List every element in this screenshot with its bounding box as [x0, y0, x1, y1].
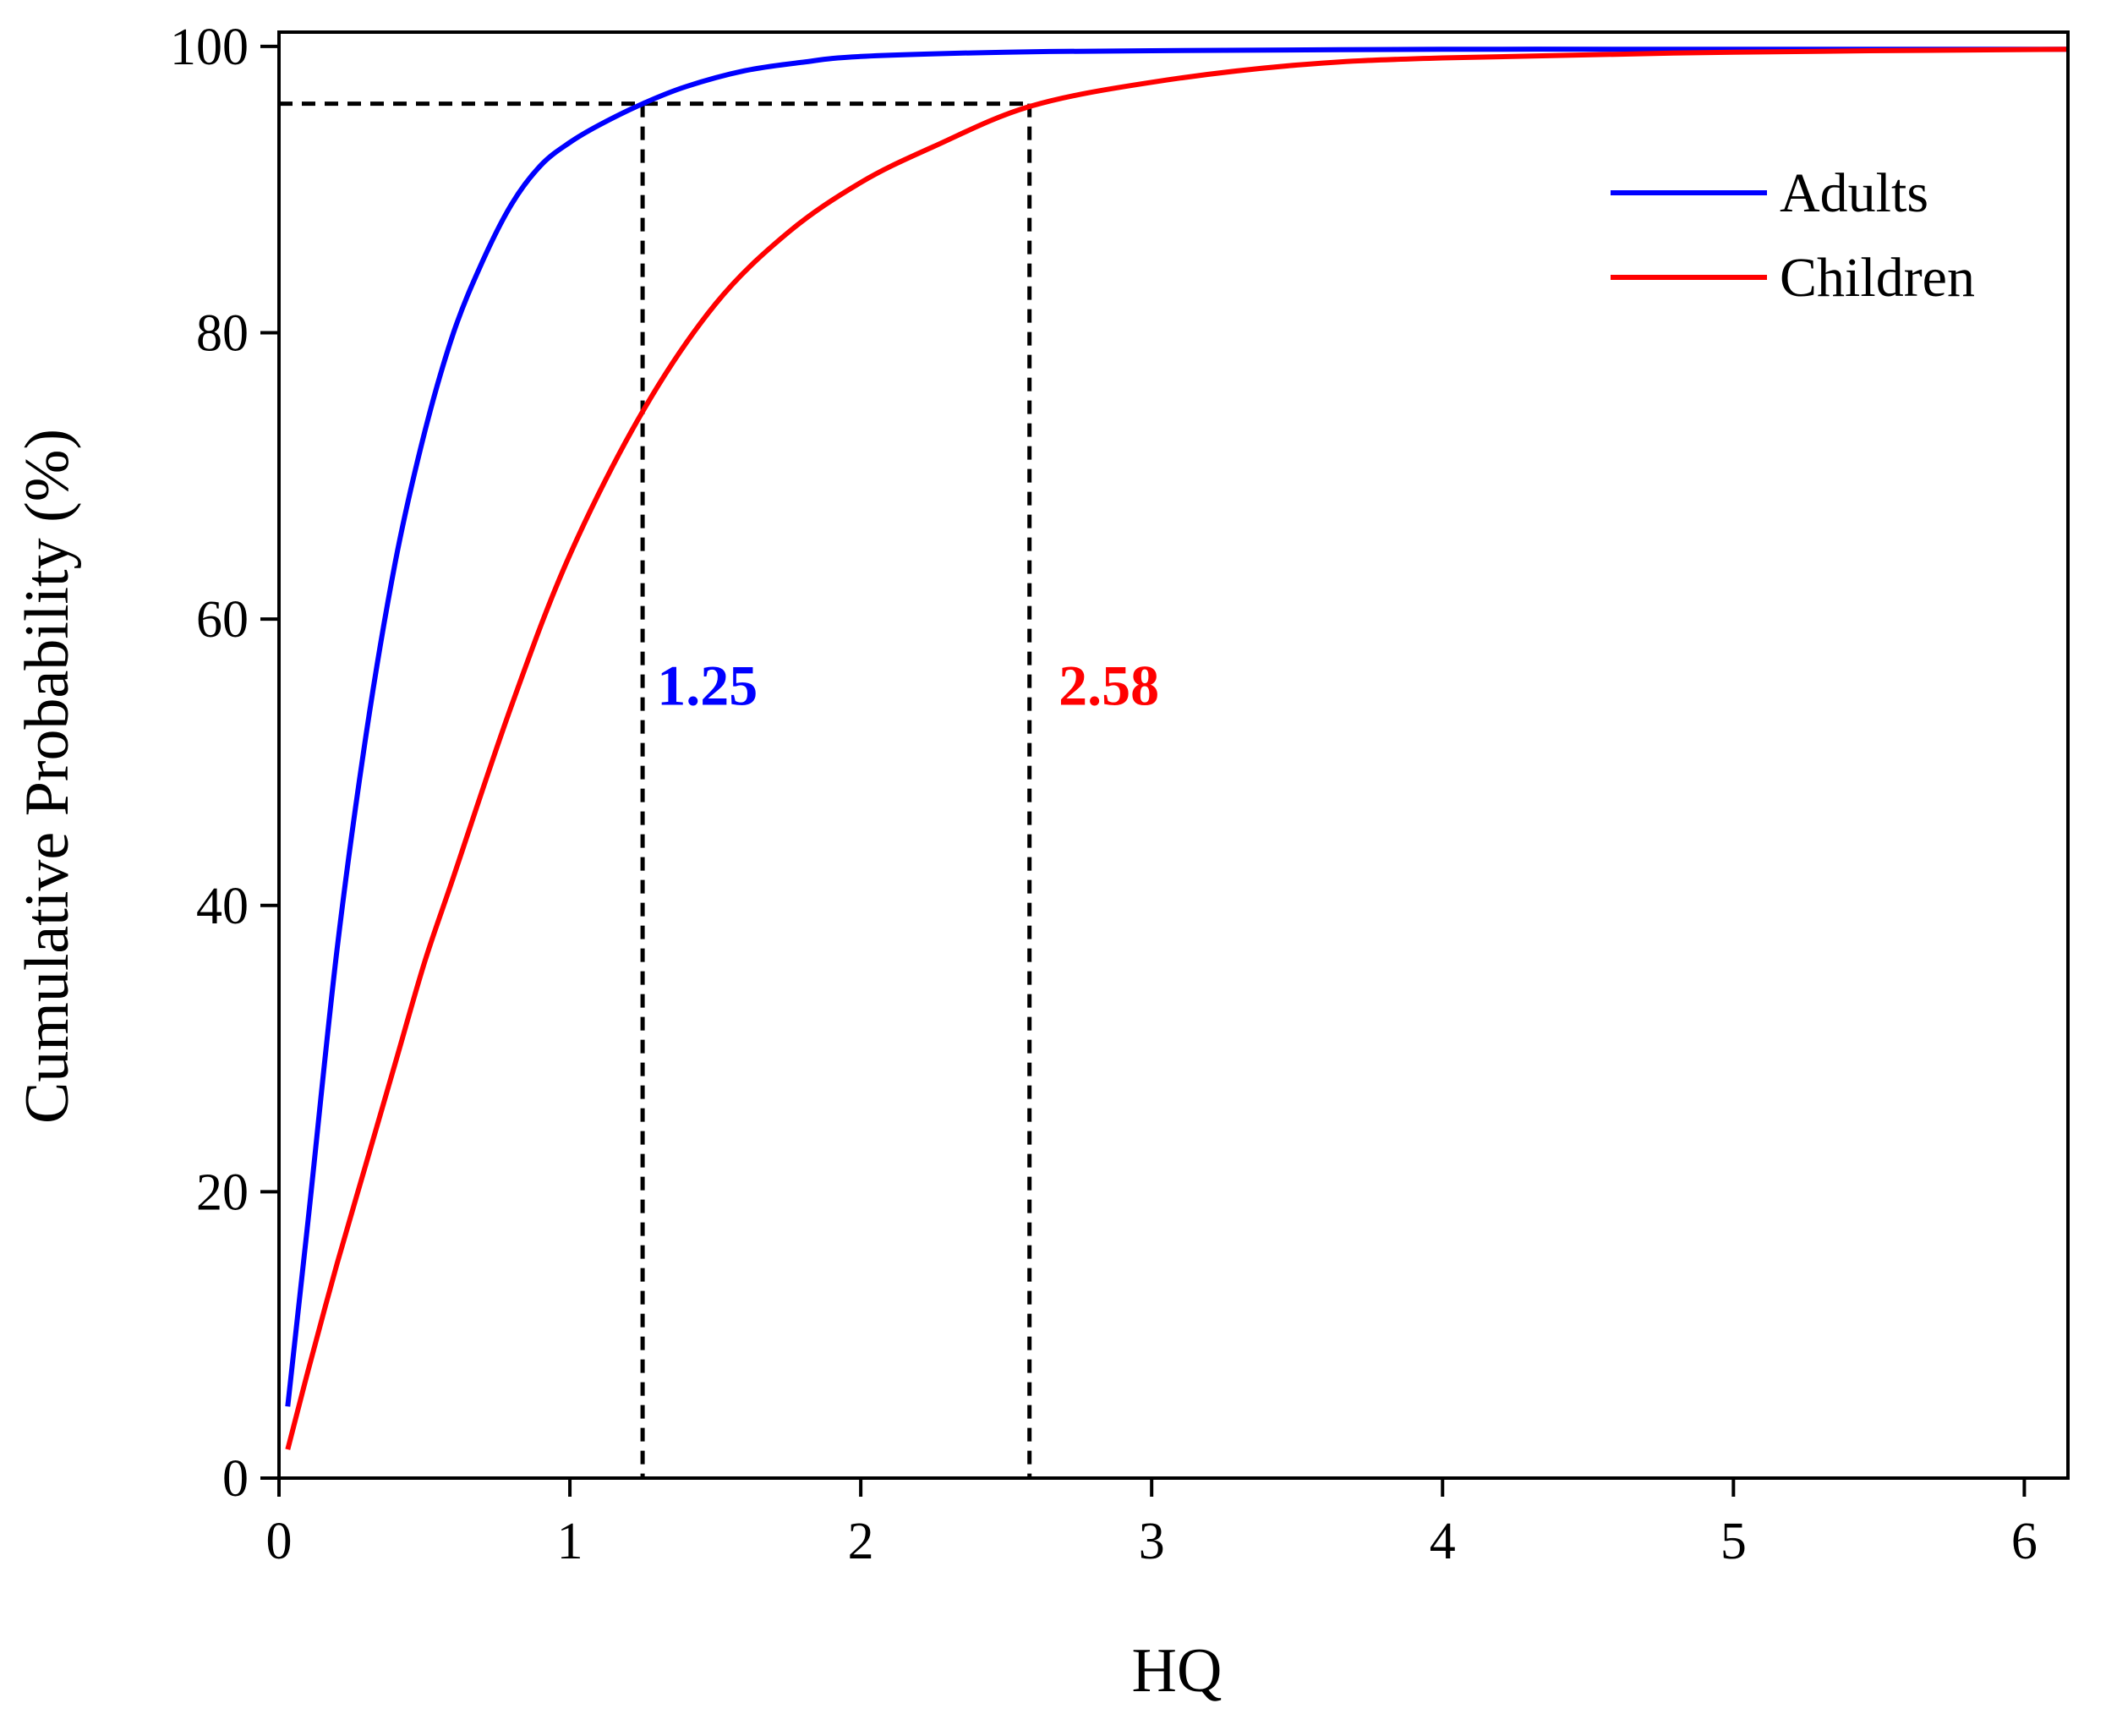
y-tick-label: 80	[196, 305, 249, 363]
x-tick-label: 4	[1430, 1513, 1456, 1570]
x-tick-label: 6	[2011, 1513, 2038, 1570]
y-tick-label: 0	[222, 1450, 249, 1508]
annotations: 1.25 2.58	[657, 654, 1159, 718]
legend-label-adults: Adults	[1780, 162, 1928, 224]
series-line-adults	[285, 47, 2068, 1407]
x-tick-label: 5	[1720, 1513, 1747, 1570]
reference-lines	[279, 101, 1032, 1478]
x-tick-label: 0	[266, 1513, 293, 1570]
y-tick-label: 60	[196, 591, 249, 649]
y-tick-label: 40	[196, 878, 249, 935]
plot-frame	[277, 30, 2070, 1480]
x-tick-label: 2	[848, 1513, 874, 1570]
x-tick-label: 3	[1139, 1513, 1165, 1570]
x-axis-title: HQ	[1132, 1636, 1223, 1706]
y-axis-title: Cumulative Probability (%)	[13, 429, 82, 1124]
y-tick-label: 100	[170, 19, 249, 76]
legend: Adults Children	[1611, 162, 1975, 309]
legend-label-children: Children	[1780, 247, 1975, 309]
x-tick-label: 1	[557, 1513, 583, 1570]
series-lines	[285, 47, 2069, 1450]
annotation-label: 1.25	[657, 654, 758, 718]
annotation-label: 2.58	[1058, 654, 1159, 718]
y-tick-label: 20	[196, 1164, 249, 1221]
x-axis-ticks: 0 1 2 3 4 5 6	[266, 1478, 2038, 1570]
series-line-children	[285, 47, 2069, 1450]
y-axis-ticks: 0 20 40 60 80 100	[170, 19, 279, 1508]
